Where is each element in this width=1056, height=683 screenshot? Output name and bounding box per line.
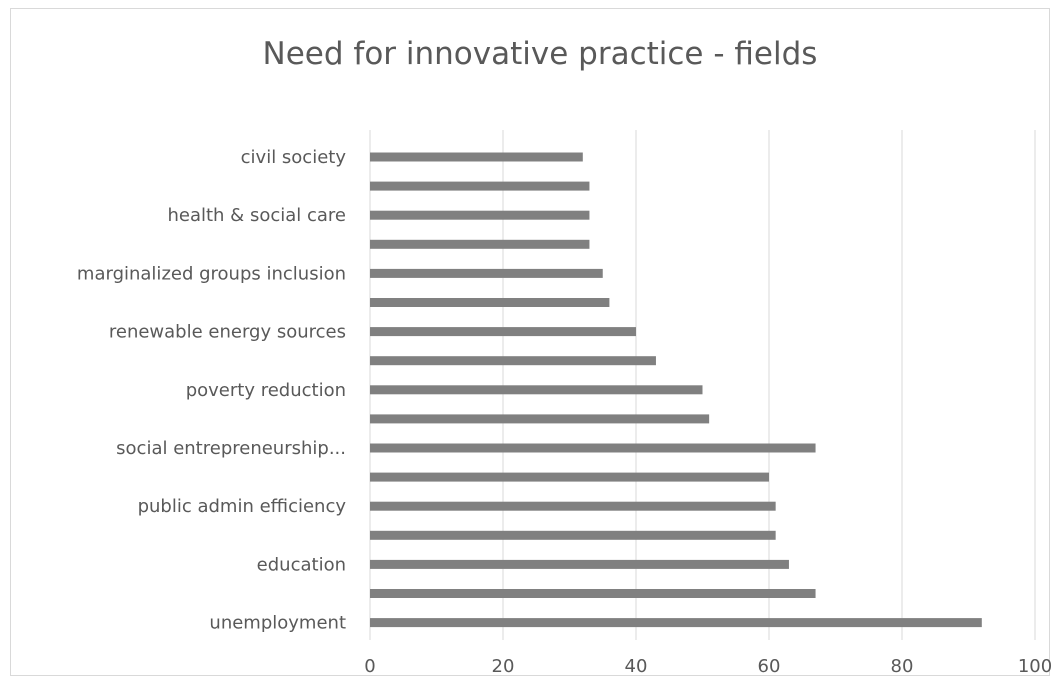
- bar: [370, 472, 769, 482]
- bar: [370, 356, 656, 366]
- category-label: civil society: [241, 147, 347, 168]
- category-label: social entrepreneurship...: [116, 438, 346, 459]
- bar: [370, 298, 610, 307]
- x-tick-label: 80: [891, 656, 914, 677]
- category-label: renewable energy sources: [109, 322, 346, 343]
- category-label: public admin efficiency: [138, 496, 347, 517]
- bar: [370, 181, 590, 191]
- bar: [370, 559, 789, 569]
- category-label: poverty reduction: [186, 380, 346, 401]
- bar: [370, 210, 590, 220]
- bar: [370, 530, 776, 540]
- bar: [370, 618, 982, 628]
- category-labels: civil society health & social care margina…: [77, 147, 346, 634]
- x-tick-label: 60: [758, 656, 781, 677]
- bar: [370, 414, 710, 424]
- bar: [370, 152, 583, 162]
- bar: [370, 443, 816, 453]
- category-label: education: [257, 554, 346, 575]
- category-label: unemployment: [209, 613, 346, 634]
- category-label: marginalized groups inclusion: [77, 263, 346, 284]
- bar: [370, 501, 776, 511]
- bar: [370, 239, 590, 249]
- chart-title: Need for innovative practice - fields: [262, 36, 818, 72]
- bar: [370, 327, 636, 337]
- bar: [370, 589, 816, 598]
- x-tick-labels: 0 20 40 60 80 100: [364, 656, 1052, 677]
- bar: [370, 268, 603, 278]
- x-tick-label: 100: [1018, 656, 1052, 677]
- bar: [370, 385, 703, 395]
- bars: [370, 152, 982, 628]
- x-tick-label: 20: [492, 656, 515, 677]
- category-label: health & social care: [167, 205, 346, 226]
- x-tick-label: 0: [364, 656, 375, 677]
- x-tick-label: 40: [625, 656, 648, 677]
